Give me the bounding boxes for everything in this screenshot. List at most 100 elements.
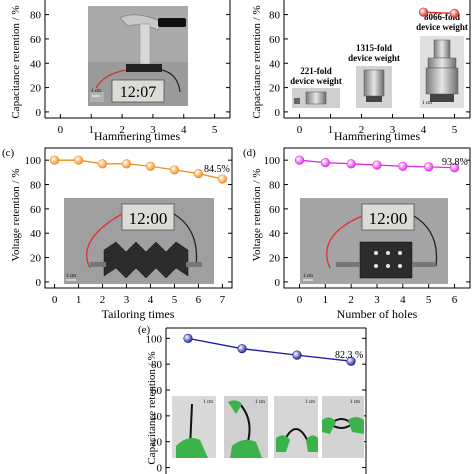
x-tick-label: 7 [220, 294, 226, 306]
panel-e: (e) Capacitance retention / % 0 20 40 60 80 1… [138, 324, 367, 474]
data-point [424, 162, 434, 172]
panel-b: Capacitance retention / % 0 20 40 60 80 0 1 2 3… [251, 0, 471, 143]
weight-photo-small [292, 88, 340, 108]
x-tick-label: 0 [297, 124, 303, 136]
x-tick-label: 2 [119, 124, 125, 136]
x-tick-label: 0 [58, 124, 64, 136]
panel-a-y-ticks: 0 20 40 60 80 [30, 10, 230, 119]
data-point [418, 7, 429, 17]
y-tick-label: 40 [269, 58, 281, 70]
data-point [292, 350, 302, 360]
y-tick-label: 20 [269, 83, 281, 95]
annot-1315-line2: device weight [348, 53, 400, 63]
lcd-clock [361, 203, 415, 231]
panel-e-y-ticks: 0 20 40 60 80 100 [146, 333, 366, 474]
bending-photo-3 [274, 396, 318, 458]
inset-c-clock-text: 12:00 [129, 209, 168, 228]
panel-d-ylabel: Voltage retention / % [251, 169, 263, 262]
x-tick-label: 6 [196, 294, 202, 306]
y-tick-label: 100 [264, 155, 281, 167]
inset-e-scale-2: 1 cm [255, 400, 265, 405]
inset-e-scale-3: 1 cm [305, 400, 315, 405]
y-tick-label: 20 [30, 83, 42, 95]
x-tick-label: 2 [359, 124, 365, 136]
y-tick-label: 40 [30, 58, 42, 70]
x-tick-label: 4 [148, 294, 154, 306]
panel-e-tag: (e) [138, 324, 151, 336]
panel-c-y-ticks: 0 20 40 60 80 100 [25, 155, 232, 289]
inset-a-scale-text: 1 cm [91, 89, 101, 94]
data-point [449, 163, 460, 173]
data-point [145, 161, 156, 171]
hammer-handle [158, 18, 186, 27]
annot-221-line1: 221-fold [300, 66, 332, 76]
inset-d-scale-text: 1 cm [303, 274, 313, 279]
x-tick-label: 3 [374, 294, 380, 306]
y-tick-label: 40 [30, 228, 42, 240]
panel-a-xlabel: Hammering times [94, 129, 181, 143]
y-tick-label: 20 [30, 253, 42, 265]
inset-e-scale-1: 1 cm [203, 400, 213, 405]
x-tick-label: 2 [348, 294, 354, 306]
holed-device [359, 241, 413, 279]
data-point [73, 155, 84, 165]
panel-b-ylabel: Capacitance retention / % [251, 5, 263, 118]
x-tick-label: 5 [212, 124, 218, 136]
inset-e-scale-4: 1 cm [350, 400, 360, 405]
y-tick-label: 60 [30, 34, 42, 46]
panel-d-end-label: 93.8% [442, 157, 468, 168]
inset-d-clock-text: 12:00 [369, 209, 408, 228]
panel-e-ylabel: Capacitance retention / % [146, 351, 158, 464]
panel-e-series [183, 333, 356, 366]
panel-d-x-ticks: 0 1 2 3 4 5 6 [297, 284, 458, 306]
y-tick-label: 0 [36, 107, 42, 119]
y-tick-label: 60 [151, 385, 163, 397]
y-tick-label: 20 [269, 253, 281, 265]
panel-d-tag: (d) [243, 147, 256, 159]
panel-c-tag: (c) [2, 147, 15, 159]
bending-photo-4 [322, 396, 364, 458]
data-point [398, 161, 408, 171]
bending-photo-1 [172, 396, 216, 458]
panel-c-xlabel: Tailoring times [102, 307, 175, 321]
x-tick-label: 3 [150, 124, 156, 136]
annot-221-line2: device weight [290, 76, 342, 86]
series-line [187, 337, 352, 362]
x-tick-label: 3 [124, 294, 130, 306]
x-tick-label: 1 [323, 294, 329, 306]
panel-c-x-ticks: 0 1 2 3 4 5 6 7 [52, 284, 226, 306]
panel-a-ylabel: Capacitance retention / % [10, 5, 22, 118]
x-tick-label: 0 [297, 294, 303, 306]
holes-photo-inset: 12:00 1 cm [300, 198, 448, 284]
x-tick-label: 4 [400, 294, 406, 306]
panel-a: Capacitance retention / % 0 20 40 60 80 0 1 2 3… [10, 0, 231, 143]
y-tick-label: 20 [151, 437, 163, 449]
data-point [169, 165, 180, 175]
inset-a-clock-text: 12:07 [120, 84, 156, 101]
y-tick-label: 80 [30, 180, 42, 192]
weight-photo-medium [356, 66, 392, 108]
y-tick-label: 100 [25, 155, 42, 167]
y-tick-label: 80 [269, 180, 281, 192]
data-point [183, 333, 193, 343]
x-tick-label: 1 [76, 294, 82, 306]
panel-c-ylabel: Voltage retention / % [10, 169, 22, 262]
data-point [320, 158, 330, 168]
x-tick-label: 5 [426, 294, 432, 306]
y-tick-label: 60 [269, 204, 281, 216]
tailoring-photo-inset: 12:00 1 cm [64, 198, 214, 284]
data-point [372, 160, 382, 170]
data-point [49, 155, 60, 165]
y-tick-label: 60 [30, 204, 42, 216]
panel-e-end-label: 82.3 % [335, 350, 363, 361]
y-tick-label: 0 [36, 277, 42, 289]
y-tick-label: 40 [269, 228, 281, 240]
panel-d-y-ticks: 0 20 40 60 80 100 [264, 155, 470, 289]
y-tick-label: 0 [157, 463, 163, 474]
panel-b-x-ticks: 0 1 2 3 4 5 [297, 114, 458, 136]
panel-a-x-ticks: 0 1 2 3 4 5 [58, 114, 218, 136]
data-point [346, 356, 356, 366]
y-tick-label: 0 [275, 107, 281, 119]
panel-b-series [418, 7, 460, 18]
